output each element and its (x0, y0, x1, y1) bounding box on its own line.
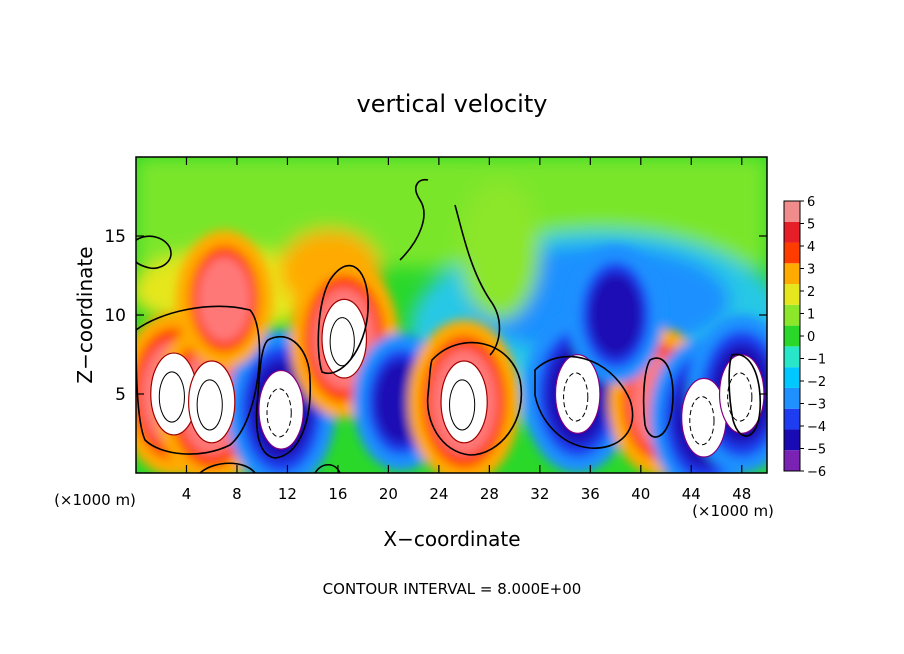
colorbar-swatch (784, 450, 800, 471)
y-tick-label: 5 (115, 385, 126, 405)
colorbar-tick-label: 0 (807, 330, 815, 345)
colorbar-swatch (784, 346, 800, 368)
contour-line (426, 341, 523, 456)
x-tick-label: 8 (232, 485, 242, 503)
x-tick-label: 36 (581, 485, 600, 503)
colorbar-tick-label: 4 (807, 240, 815, 255)
colorbar-swatch (784, 284, 800, 305)
colorbar-tick-label: 3 (807, 263, 815, 278)
x-tick-label: 40 (631, 485, 650, 503)
colorbar-swatch (784, 408, 800, 430)
contour-line (642, 357, 674, 438)
x-unit-left-label: (×1000 m) (54, 491, 136, 509)
colorbar-tick-label: 2 (807, 285, 815, 300)
x-unit-right-label: (×1000 m) (692, 502, 774, 520)
y-axis: 5 10 15 (104, 227, 767, 405)
y-tick-label: 15 (104, 227, 126, 247)
colorbar-tick-label: 6 (807, 195, 815, 210)
contour-lines (136, 178, 762, 473)
contour-interval-note: CONTOUR INTERVAL = 8.000E+00 (323, 580, 582, 598)
colorbar-swatch (784, 242, 800, 264)
x-axis-label: X−coordinate (383, 527, 520, 551)
colorbar-swatch (784, 367, 800, 388)
contour-line (255, 335, 311, 459)
saturated-region (554, 354, 601, 434)
colorbar-tick-label: 1 (807, 308, 815, 323)
x-tick-label: 12 (278, 485, 297, 503)
colorbar-tick-label: −1 (807, 353, 826, 368)
colorbar: 6 5 4 3 2 1 0 −1 −2 −3 −4 −5 −6 (783, 195, 826, 480)
x-tick-label: 4 (182, 485, 192, 503)
colorbar-tick-label: −4 (807, 420, 826, 435)
colorbar-swatch (784, 221, 800, 243)
colorbar-swatch (784, 429, 800, 451)
contour-line (329, 317, 355, 367)
contour-line (728, 353, 762, 437)
x-tick-label: 48 (732, 485, 751, 503)
x-tick-label: 32 (530, 485, 549, 503)
contour-line (399, 178, 429, 261)
colorbar-tick-label: 5 (807, 218, 815, 233)
x-axis: 4 8 12 16 20 24 28 32 36 40 44 48 (182, 157, 751, 503)
contour-line (534, 355, 634, 449)
plot-area (136, 157, 767, 473)
contour-line (454, 204, 501, 356)
saturated-region (440, 360, 488, 444)
contour-line (689, 396, 715, 446)
contour-line (266, 388, 292, 438)
colorbar-swatch (784, 387, 800, 409)
contour-line (158, 371, 185, 423)
contour-line (727, 372, 753, 422)
contour-line (199, 462, 256, 473)
saturated-region (718, 354, 765, 434)
y-tick-label: 10 (104, 306, 126, 326)
colorbar-tick-label: −6 (807, 465, 826, 480)
saturated-region (258, 369, 304, 450)
contour-line (136, 305, 261, 455)
contour-line (563, 372, 589, 422)
y-axis-label: Z−coordinate (73, 246, 97, 383)
contour-line (196, 379, 223, 431)
colorbar-swatch (784, 325, 800, 347)
contour-line (449, 379, 476, 431)
colorbar-swatch (784, 304, 800, 326)
x-tick-label: 28 (480, 485, 499, 503)
contour-line (136, 235, 172, 270)
x-tick-label: 44 (682, 485, 701, 503)
x-tick-label: 20 (379, 485, 398, 503)
colorbar-tick-label: −3 (807, 398, 826, 413)
x-tick-label: 24 (429, 485, 448, 503)
colorbar-swatch (784, 201, 800, 222)
colorbar-tick-label: −5 (807, 443, 826, 458)
chart-title: vertical velocity (357, 90, 548, 118)
heatmap-cell (589, 272, 643, 358)
x-tick-label: 16 (328, 485, 347, 503)
contour-line (317, 264, 369, 375)
saturated-region (188, 360, 236, 444)
colorbar-swatch (784, 263, 800, 285)
colorbar-tick-label: −2 (807, 375, 826, 390)
heatmap-cell (197, 256, 251, 342)
